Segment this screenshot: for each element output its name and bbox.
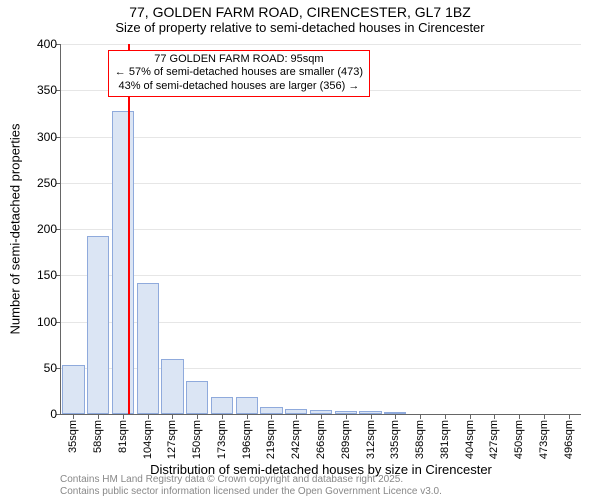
x-tick-label: 473sqm [538, 420, 550, 459]
x-tick-label: 219sqm [265, 420, 277, 459]
y-tick-label: 150 [37, 268, 57, 282]
x-tick-mark [569, 414, 570, 419]
x-tick-mark [445, 414, 446, 419]
x-tick-mark [494, 414, 495, 419]
y-tick-label: 100 [37, 315, 57, 329]
footer-line1: Contains HM Land Registry data © Crown c… [60, 474, 442, 486]
x-tick-label: 104sqm [142, 420, 154, 459]
chart-title: 77, GOLDEN FARM ROAD, CIRENCESTER, GL7 1… [0, 4, 600, 20]
x-tick-label: 150sqm [191, 420, 203, 459]
plot-region: Number of semi-detached properties Distr… [60, 44, 581, 415]
annotation-line: ← 57% of semi-detached houses are smalle… [115, 66, 363, 80]
y-grid-line [61, 275, 581, 276]
x-tick-label: 196sqm [241, 420, 253, 459]
x-tick-label: 381sqm [439, 420, 451, 459]
y-tick-label: 400 [37, 37, 57, 51]
histogram-bar [137, 283, 159, 414]
x-tick-mark [371, 414, 372, 419]
x-tick-mark [197, 414, 198, 419]
x-tick-label: 35sqm [67, 420, 79, 453]
chart-title-block: 77, GOLDEN FARM ROAD, CIRENCESTER, GL7 1… [0, 0, 600, 35]
x-tick-mark [98, 414, 99, 419]
y-grid-line [61, 137, 581, 138]
x-tick-mark [123, 414, 124, 419]
histogram-bar [211, 397, 233, 414]
x-tick-mark [470, 414, 471, 419]
x-tick-mark [296, 414, 297, 419]
chart-footer: Contains HM Land Registry data © Crown c… [60, 474, 442, 498]
histogram-bar [112, 111, 134, 414]
x-tick-label: 450sqm [513, 420, 525, 459]
x-tick-label: 289sqm [340, 420, 352, 459]
y-grid-line [61, 229, 581, 230]
y-tick-label: 250 [37, 176, 57, 190]
x-tick-mark [395, 414, 396, 419]
y-tick-label: 200 [37, 222, 57, 236]
x-tick-mark [544, 414, 545, 419]
annotation-line: 43% of semi-detached houses are larger (… [115, 80, 363, 94]
x-tick-mark [420, 414, 421, 419]
histogram-bar [236, 397, 258, 414]
annotation-line: 77 GOLDEN FARM ROAD: 95sqm [115, 53, 363, 67]
y-tick-label: 300 [37, 130, 57, 144]
x-tick-mark [247, 414, 248, 419]
x-tick-label: 81sqm [117, 420, 129, 453]
x-tick-label: 335sqm [389, 420, 401, 459]
y-tick-label: 350 [37, 83, 57, 97]
chart-area: Number of semi-detached properties Distr… [60, 44, 580, 414]
x-tick-label: 312sqm [365, 420, 377, 459]
x-tick-label: 427sqm [488, 420, 500, 459]
histogram-bar [260, 407, 282, 414]
y-tick-label: 0 [50, 407, 57, 421]
x-tick-mark [519, 414, 520, 419]
histogram-bar [87, 236, 109, 414]
x-tick-label: 127sqm [166, 420, 178, 459]
chart-subtitle: Size of property relative to semi-detach… [0, 20, 600, 35]
x-tick-mark [222, 414, 223, 419]
x-tick-mark [73, 414, 74, 419]
histogram-bar [186, 381, 208, 414]
x-tick-mark [321, 414, 322, 419]
footer-line2: Contains public sector information licen… [60, 486, 442, 498]
x-tick-mark [148, 414, 149, 419]
histogram-bar [161, 359, 183, 415]
x-tick-mark [172, 414, 173, 419]
x-tick-label: 242sqm [290, 420, 302, 459]
x-tick-mark [346, 414, 347, 419]
x-tick-label: 58sqm [92, 420, 104, 453]
annotation-box: 77 GOLDEN FARM ROAD: 95sqm← 57% of semi-… [108, 50, 370, 97]
highlight-marker [128, 44, 130, 414]
x-tick-label: 266sqm [315, 420, 327, 459]
x-tick-label: 496sqm [563, 420, 575, 459]
x-tick-label: 358sqm [414, 420, 426, 459]
x-tick-label: 173sqm [216, 420, 228, 459]
y-tick-label: 50 [44, 361, 57, 375]
y-grid-line [61, 183, 581, 184]
y-axis-label: Number of semi-detached properties [8, 124, 23, 335]
histogram-bar [62, 365, 84, 414]
x-tick-mark [271, 414, 272, 419]
y-grid-line [61, 44, 581, 45]
x-tick-label: 404sqm [464, 420, 476, 459]
